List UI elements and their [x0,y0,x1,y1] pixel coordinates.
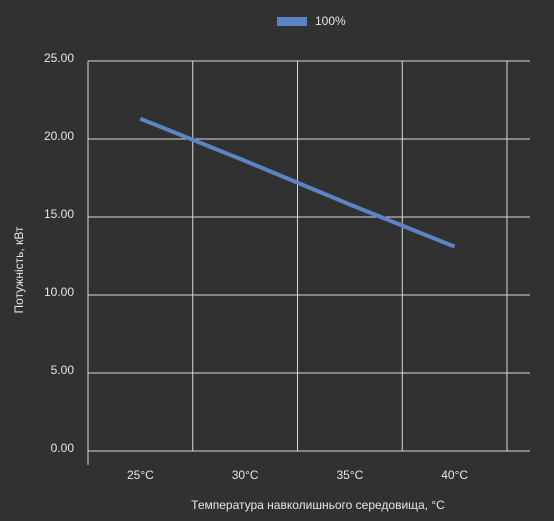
x-tick-label: 35°C [336,468,363,482]
x-tick-label: 25°C [127,468,154,482]
x-tick-label: 40°C [441,468,468,482]
y-tick-label: 25.00 [44,51,74,65]
y-axis-title: Потужність, кВт [12,226,26,313]
x-axis-title: Температура навколишнього середовища, °C [191,498,445,512]
legend-swatch [277,17,307,26]
y-tick-label: 20.00 [44,129,74,143]
x-tick-label: 30°C [232,468,259,482]
y-tick-label: 0.00 [51,441,75,455]
y-tick-label: 5.00 [51,363,75,377]
legend-label: 100% [315,14,346,28]
y-tick-label: 15.00 [44,207,74,221]
y-tick-label: 10.00 [44,285,74,299]
data-line [139,116,456,249]
